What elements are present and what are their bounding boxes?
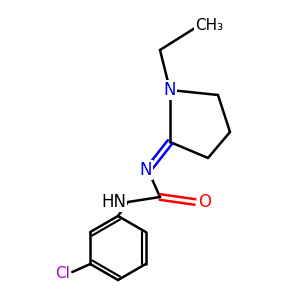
- Text: CH₃: CH₃: [195, 17, 223, 32]
- Text: O: O: [199, 193, 212, 211]
- Text: N: N: [164, 81, 176, 99]
- Text: N: N: [140, 161, 152, 179]
- Text: Cl: Cl: [55, 266, 70, 281]
- Text: HN: HN: [101, 193, 126, 211]
